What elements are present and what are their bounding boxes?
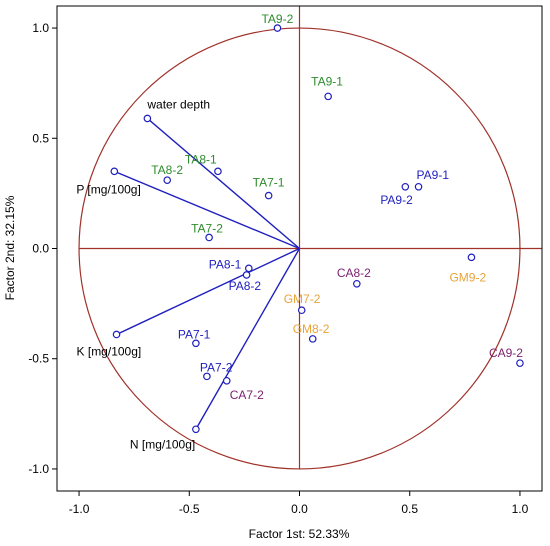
loading-vector	[116, 247, 300, 336]
loading-vector	[195, 248, 301, 430]
vector-endpoint-marker	[143, 114, 152, 123]
sample-point-marker	[516, 359, 524, 367]
sample-point-marker	[401, 182, 410, 191]
vector-label: water depth	[146, 97, 210, 111]
sample-point-label: GM9-2	[449, 270, 486, 284]
sample-point-marker	[353, 279, 361, 288]
sample-point-label: TA7-1	[253, 176, 285, 190]
vector-endpoint-marker	[112, 330, 121, 339]
vector-endpoint-marker	[110, 167, 119, 176]
sample-point-label: PA9-2	[380, 193, 413, 207]
sample-point-marker	[205, 233, 213, 242]
sample-point-marker	[192, 339, 200, 348]
sample-point-marker	[214, 167, 222, 176]
sample-point-label: GM8-2	[293, 322, 330, 336]
sample-point-marker	[308, 335, 317, 343]
sample-point-marker	[264, 191, 273, 200]
x-tick-label: 1.0	[512, 502, 529, 516]
sample-point-marker	[414, 182, 423, 191]
sample-point-marker	[297, 306, 306, 315]
x-tick-label: -0.5	[179, 502, 200, 516]
sample-point-label: PA9-1	[417, 168, 450, 182]
sample-point-marker	[242, 271, 251, 279]
sample-point-label: TA8-1	[185, 152, 217, 166]
sample-point-marker	[244, 264, 253, 273]
plot-area: water depth P [mg/100g] K [mg/100g] N [mg/1…	[76, 6, 542, 470]
sample-point-label: CA8-2	[337, 266, 371, 280]
sample-point-label: TA8-2	[151, 163, 183, 177]
y-axis-title: Factor 2nd: 32.15%	[3, 195, 17, 300]
sample-point-label: PA8-1	[209, 257, 242, 271]
loading-vector	[114, 170, 300, 250]
sample-point-marker	[467, 253, 476, 262]
x-tick-label: 0.5	[401, 502, 418, 516]
loading-vector	[146, 117, 300, 250]
x-axis-title: Factor 1st: 52.33%	[249, 527, 350, 541]
vector-label: K [mg/100g]	[77, 344, 142, 358]
sample-point-label: TA9-2	[261, 12, 293, 26]
vector-label: N [mg/100g]	[130, 437, 195, 451]
vector-label: P [mg/100g]	[76, 182, 140, 196]
sample-point-label: PA8-2	[229, 279, 262, 293]
sample-point-label: CA9-2	[489, 346, 523, 360]
y-tick-label: -1.0	[28, 462, 49, 476]
y-tick-label: 0.5	[32, 131, 49, 145]
y-tick-label: 0.0	[32, 242, 49, 256]
sample-point-label: GM7-2	[284, 292, 321, 306]
y-tick-label: -0.5	[28, 352, 49, 366]
sample-point-label: CA7-2	[230, 388, 264, 402]
axes: -1.0 -0.5 0.0 0.5 1.0 -1.0 -0.5 0.0 0.5 1.0	[28, 21, 529, 516]
x-tick-label: 0.0	[291, 502, 308, 516]
sample-point-label: PA7-2	[200, 360, 233, 374]
y-tick-label: 1.0	[32, 21, 49, 35]
sample-point-label: TA9-1	[311, 74, 343, 88]
sample-point-marker	[324, 92, 332, 101]
x-tick-label: -1.0	[69, 502, 90, 516]
sample-point-marker	[203, 372, 211, 381]
sample-point-label: PA7-1	[178, 327, 211, 341]
sample-point-marker	[163, 176, 172, 184]
sample-point-label: TA7-2	[191, 221, 223, 235]
vector-endpoint-marker	[192, 425, 200, 434]
sample-point-marker	[273, 24, 282, 32]
sample-point-marker	[222, 376, 231, 385]
